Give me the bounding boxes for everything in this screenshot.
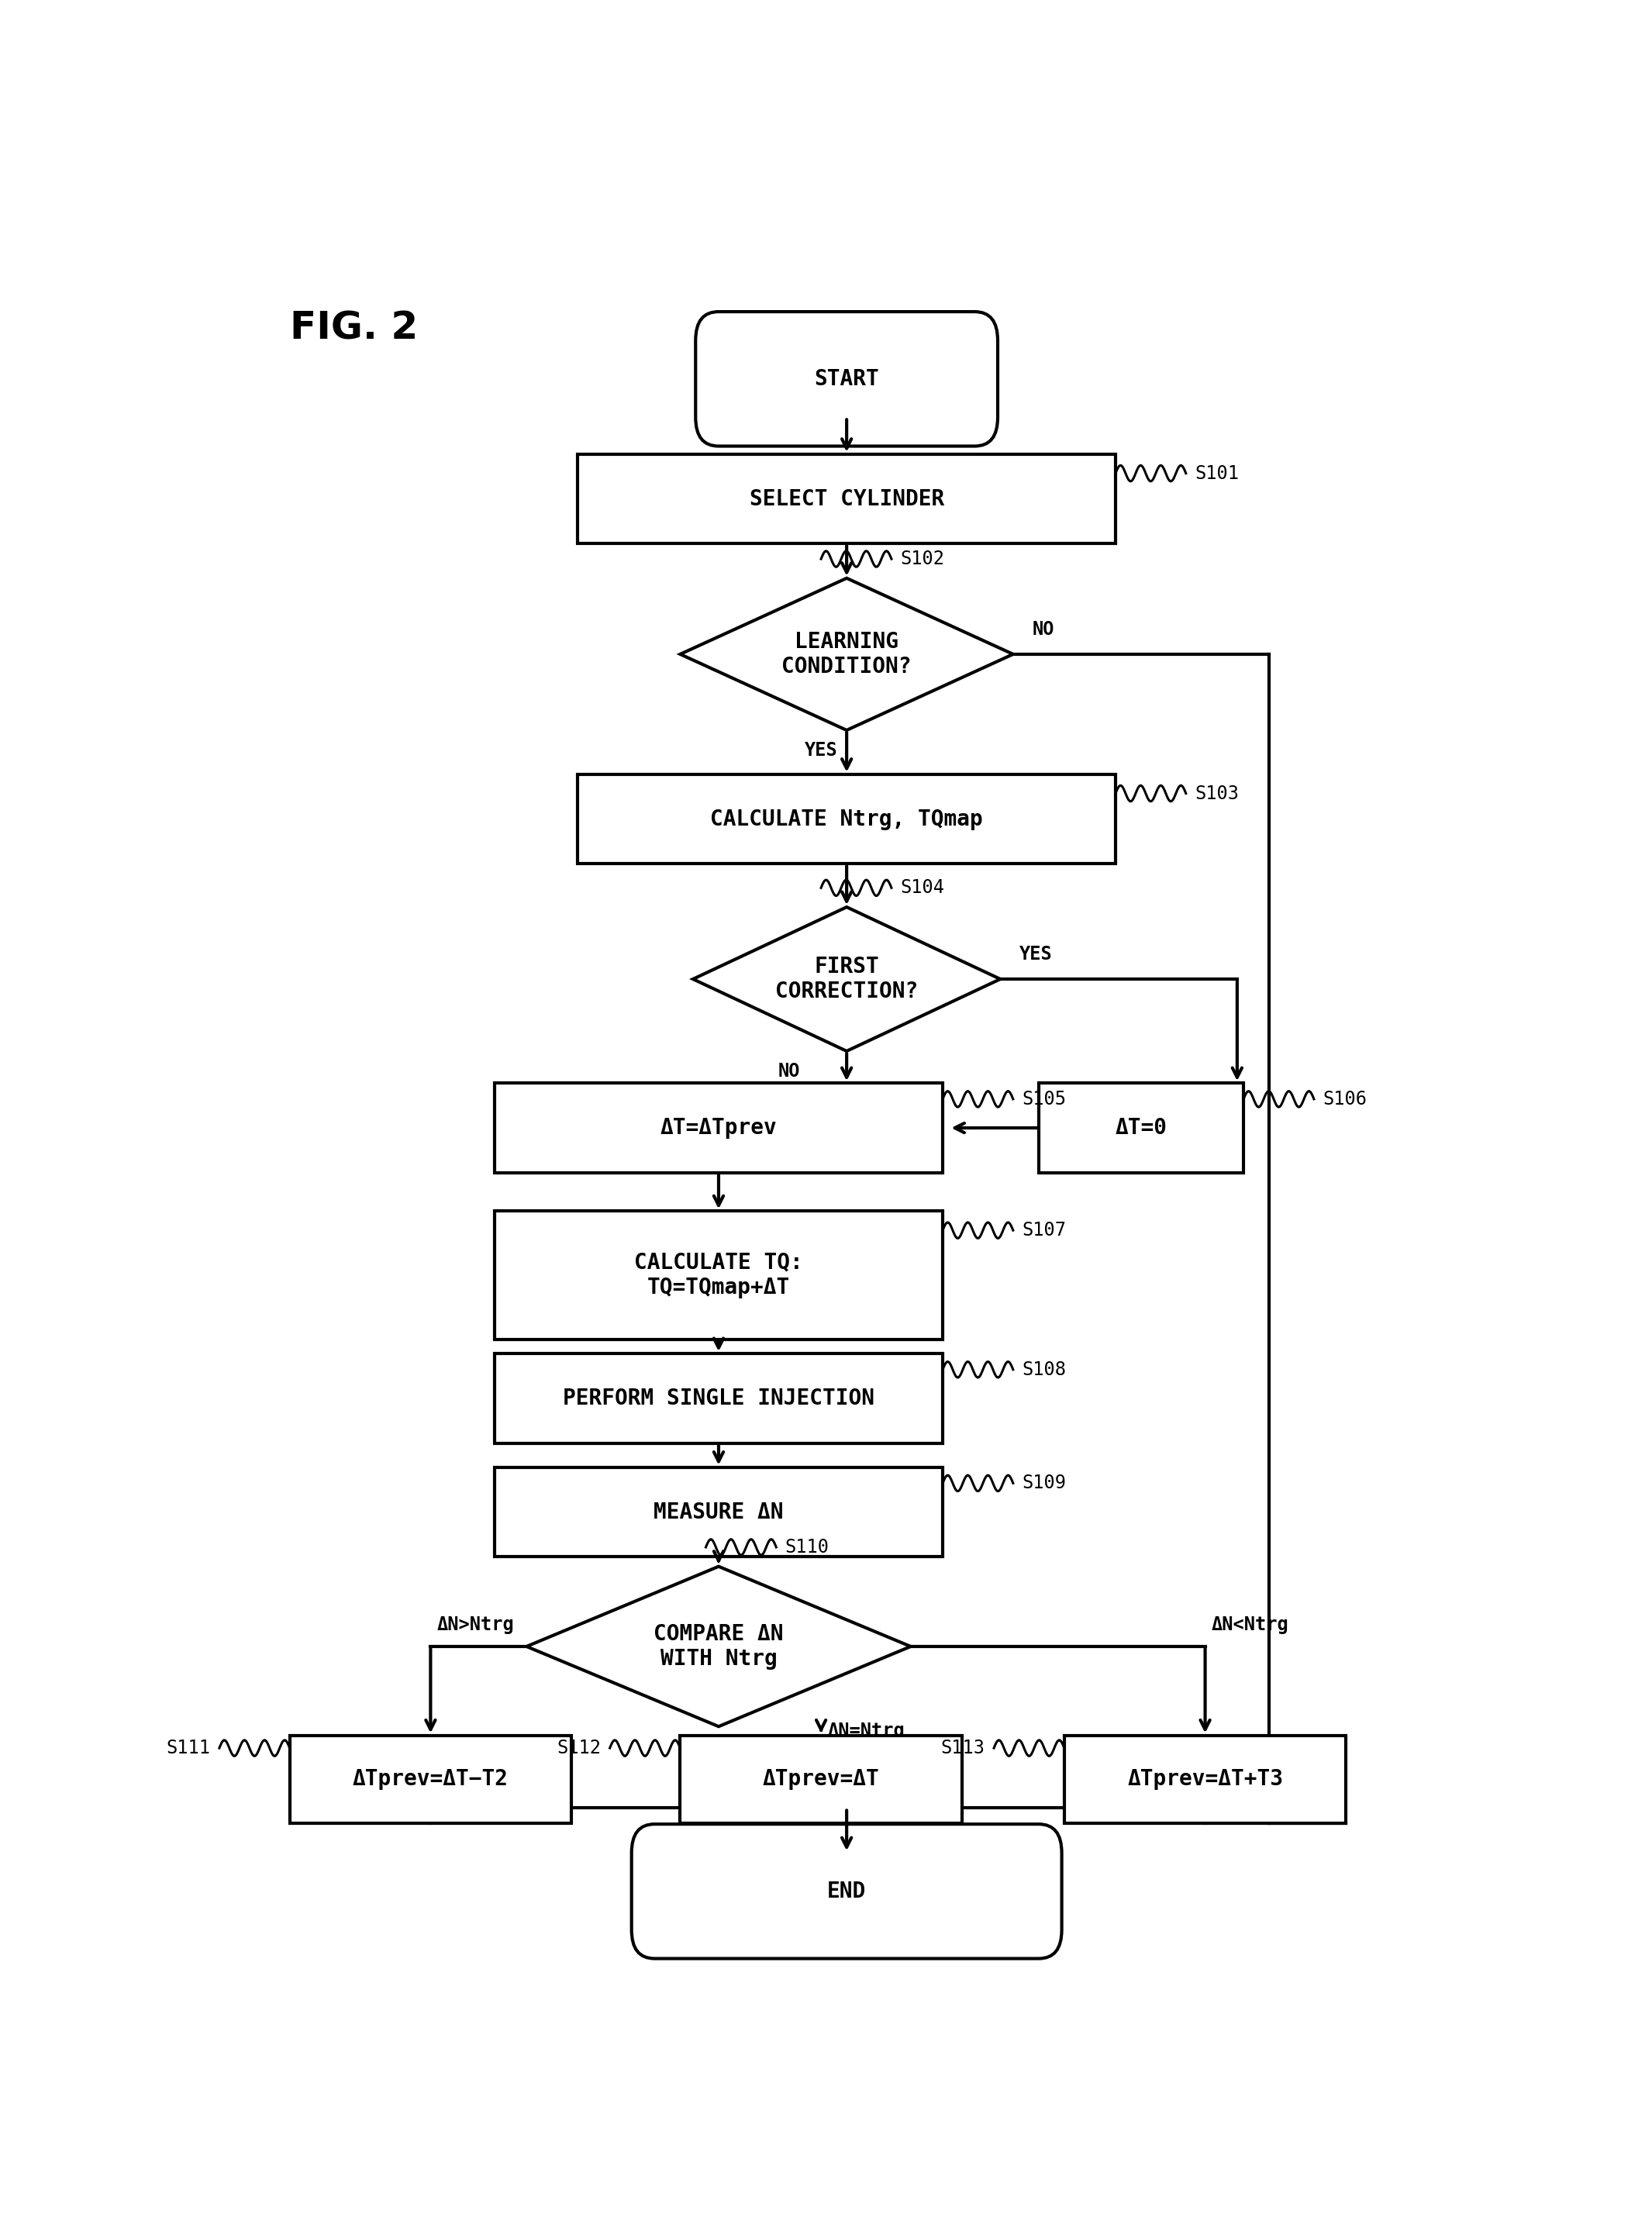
Text: SELECT CYLINDER: SELECT CYLINDER [750, 487, 943, 509]
Text: ΔN<Ntrg: ΔN<Ntrg [1211, 1615, 1289, 1635]
Text: S112: S112 [557, 1739, 601, 1757]
Text: ΔN>Ntrg: ΔN>Ntrg [436, 1615, 514, 1635]
Bar [578, 454, 1115, 543]
Text: CALCULATE TQ:
TQ=TQmap+ΔT: CALCULATE TQ: TQ=TQmap+ΔT [634, 1252, 803, 1299]
Text: NO: NO [1032, 620, 1054, 638]
Text: S101: S101 [1194, 465, 1239, 483]
Text: S104: S104 [900, 878, 945, 896]
Text: S110: S110 [785, 1539, 829, 1557]
Bar [494, 1083, 943, 1172]
Text: S109: S109 [1023, 1475, 1066, 1492]
Text: S102: S102 [900, 549, 945, 569]
Text: COMPARE ΔN
WITH Ntrg: COMPARE ΔN WITH Ntrg [654, 1624, 783, 1670]
Text: PERFORM SINGLE INJECTION: PERFORM SINGLE INJECTION [563, 1388, 874, 1410]
Bar [494, 1212, 943, 1339]
Text: FIRST
CORRECTION?: FIRST CORRECTION? [775, 956, 919, 1003]
Text: YES: YES [805, 741, 838, 761]
Bar [681, 1735, 961, 1824]
FancyBboxPatch shape [695, 311, 998, 447]
Text: FIG. 2: FIG. 2 [289, 309, 418, 347]
Text: S108: S108 [1023, 1361, 1066, 1379]
Text: ΔN=Ntrg: ΔN=Ntrg [828, 1721, 905, 1739]
Text: ΔTprev=ΔT: ΔTprev=ΔT [763, 1768, 879, 1790]
Bar [494, 1354, 943, 1443]
Bar [494, 1468, 943, 1557]
Text: S106: S106 [1323, 1090, 1368, 1108]
Text: LEARNING
CONDITION?: LEARNING CONDITION? [781, 632, 912, 678]
Text: YES: YES [1019, 945, 1052, 963]
Text: END: END [828, 1882, 866, 1902]
Polygon shape [694, 907, 1001, 1052]
Text: MEASURE ΔN: MEASURE ΔN [654, 1501, 783, 1523]
Text: ΔTprev=ΔT+T3: ΔTprev=ΔT+T3 [1127, 1768, 1284, 1790]
Polygon shape [527, 1566, 910, 1726]
Polygon shape [681, 578, 1013, 729]
Text: S111: S111 [167, 1739, 210, 1757]
Bar [289, 1735, 572, 1824]
Bar [1064, 1735, 1346, 1824]
Bar [578, 774, 1115, 863]
Text: S113: S113 [940, 1739, 985, 1757]
Text: NO: NO [778, 1063, 800, 1081]
Bar [1039, 1083, 1244, 1172]
Text: START: START [814, 367, 879, 389]
Text: S107: S107 [1023, 1221, 1066, 1239]
Text: S103: S103 [1194, 785, 1239, 803]
Text: S105: S105 [1023, 1090, 1066, 1108]
Text: ΔT=0: ΔT=0 [1115, 1116, 1166, 1139]
Text: ΔT=ΔTprev: ΔT=ΔTprev [661, 1116, 776, 1139]
Text: ΔTprev=ΔT−T2: ΔTprev=ΔT−T2 [352, 1768, 509, 1790]
FancyBboxPatch shape [631, 1824, 1062, 1959]
Text: CALCULATE Ntrg, TQmap: CALCULATE Ntrg, TQmap [710, 807, 983, 830]
